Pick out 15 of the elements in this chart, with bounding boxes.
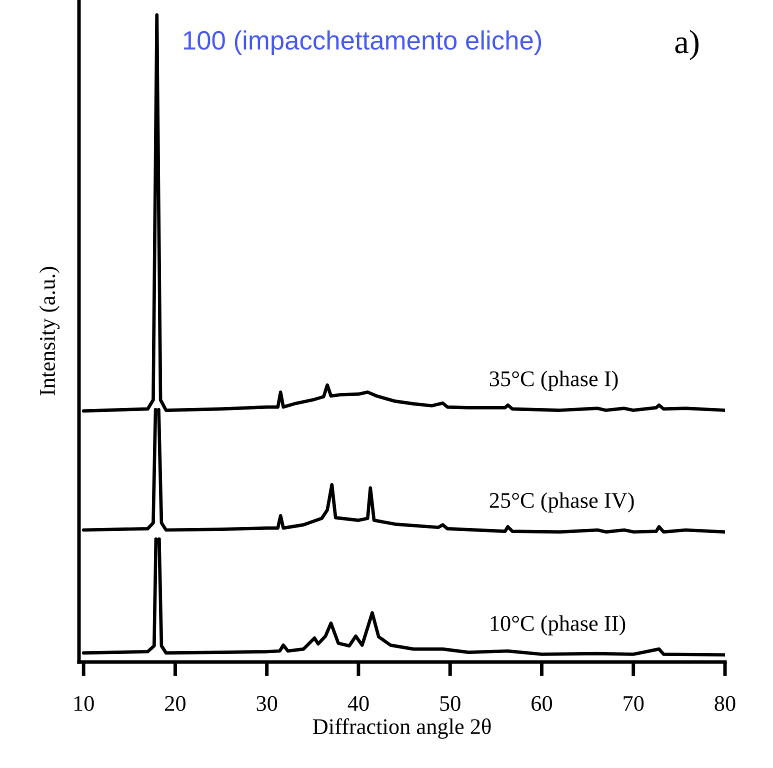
x-tick-label: 20 (165, 696, 186, 711)
annotation: a) (675, 30, 699, 60)
annotation: 100 (impacchettamento eliche) (184, 30, 542, 55)
y-axis-title: Intensity (a.u.) (39, 266, 60, 396)
x-tick-label: 10 (74, 696, 94, 711)
series-label: 35°C (phase I) (490, 370, 618, 391)
x-axis-title: Diffraction angle 2θ (312, 718, 491, 739)
series-label: 10°C (phase II) (490, 615, 626, 636)
x-tick-label: 30 (256, 696, 278, 711)
x-tick-label: 40 (348, 696, 369, 711)
series-label: 25°C (phase IV) (490, 492, 634, 512)
x-tick-label: 80 (714, 696, 736, 711)
x-tick-label: 70 (624, 696, 644, 711)
x-tick-label: 50 (440, 696, 460, 711)
x-tick-label: 60 (532, 696, 552, 711)
